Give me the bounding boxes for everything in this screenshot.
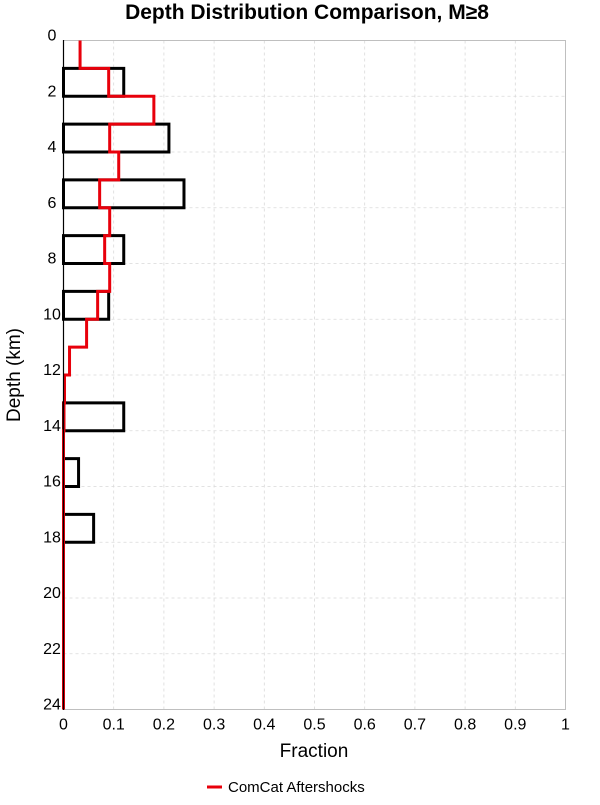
- y-tick-label: 10: [43, 306, 61, 323]
- histogram-bar: [62, 457, 81, 488]
- y-tick-label: 22: [43, 641, 61, 658]
- y-tick-label: 20: [43, 585, 61, 602]
- histogram-bar: [62, 401, 126, 433]
- histogram-bar: [62, 66, 126, 98]
- x-tick-label: 0.3: [203, 717, 225, 734]
- x-axis-label: Fraction: [280, 741, 349, 762]
- x-tick-label: 1: [561, 717, 570, 734]
- x-tick-label: 0.4: [253, 717, 275, 734]
- x-tick-label: 0.7: [404, 717, 426, 734]
- x-tick-label: 0: [59, 717, 68, 734]
- y-axis-label: Depth (km): [4, 328, 25, 422]
- y-tick-label: 2: [48, 83, 57, 100]
- y-tick-label: 0: [48, 28, 57, 45]
- histogram-bars: [62, 66, 186, 544]
- x-tick-label: 0.9: [504, 717, 526, 734]
- legend-label: ComCat Aftershocks: [228, 779, 365, 796]
- histogram-bar: [62, 512, 96, 544]
- y-tick-label: 8: [48, 251, 57, 268]
- y-tick-label: 12: [43, 362, 61, 379]
- y-tick-label: 6: [48, 195, 57, 212]
- y-tick-label: 16: [43, 474, 61, 491]
- x-tick-label: 0.2: [153, 717, 175, 734]
- x-tick-label: 0.8: [454, 717, 476, 734]
- histogram-bar: [62, 234, 126, 265]
- x-tick-label: 0.1: [103, 717, 125, 734]
- legend: ComCat Aftershocks: [207, 779, 365, 796]
- x-tick-label: 0.6: [354, 717, 376, 734]
- histogram-bar: [62, 289, 111, 321]
- grid-lines: [63, 40, 566, 710]
- y-tick-label: 4: [48, 139, 57, 156]
- x-tick-label: 0.5: [303, 717, 325, 734]
- y-tick-label: 18: [43, 529, 61, 546]
- histogram-bar: [62, 122, 171, 154]
- histogram-bar: [62, 178, 186, 210]
- chart-title: Depth Distribution Comparison, M≥8: [125, 1, 489, 24]
- y-tick-label: 24: [43, 697, 61, 714]
- x-tick-labels: 0 0.1 0.2 0.3 0.4 0.5 0.6 0.7 0.8 0.9 1: [59, 717, 570, 734]
- y-tick-label: 14: [43, 418, 61, 435]
